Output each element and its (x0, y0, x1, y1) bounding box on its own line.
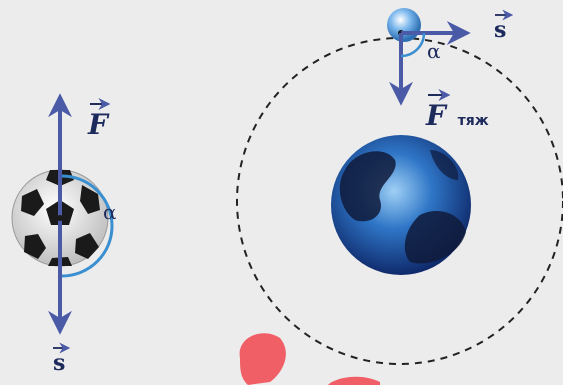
angle-label-left: α (103, 200, 117, 224)
angle-label-right: α (427, 39, 441, 63)
angle-arc-left (61, 174, 114, 278)
angle-arc-right (400, 32, 426, 58)
svg-text:s: s (494, 17, 506, 43)
force-label-left: F (87, 98, 111, 141)
svg-text:F: F (87, 108, 110, 141)
soccer-ball-figure: F α s (11, 93, 117, 376)
earth (331, 135, 471, 275)
displacement-label-right: s (494, 9, 514, 43)
highlighter-marks (239, 333, 380, 385)
svg-text:s: s (53, 350, 65, 376)
orbit-figure: α s F тяж (236, 8, 563, 365)
satellite (387, 8, 421, 42)
gravity-force-subscript: тяж (458, 113, 489, 129)
displacement-label-left: s (53, 342, 71, 376)
svg-text:F тяж: F тяж (425, 99, 489, 132)
gravity-force-letter: F (425, 99, 448, 132)
gravity-force-label: F тяж (425, 89, 489, 132)
